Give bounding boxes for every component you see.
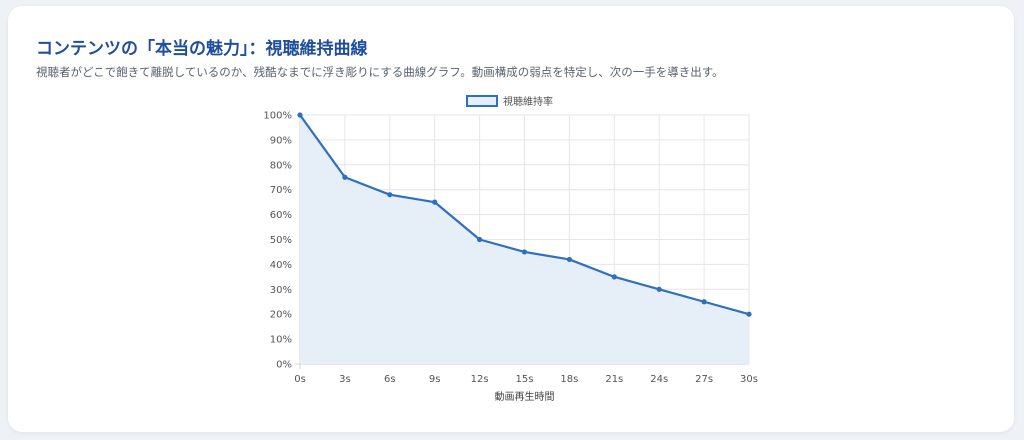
x-tick-label: 6s [384, 374, 396, 385]
chart-area-layer [300, 115, 749, 364]
x-tick-label: 18s [560, 374, 578, 385]
x-tick-label: 24s [650, 374, 668, 385]
x-tick-label: 30s [740, 374, 758, 385]
chart-legend[interactable]: 視聴維持率 [466, 95, 553, 108]
y-tick-label: 10% [270, 335, 292, 346]
data-point [342, 174, 348, 180]
y-tick-label: 20% [270, 310, 292, 321]
data-point [477, 236, 483, 243]
x-tick-label: 21s [605, 374, 623, 385]
y-tick-label: 100% [263, 111, 292, 122]
y-tick-label: 0% [276, 360, 292, 371]
chart-marks [297, 112, 752, 317]
data-point [387, 192, 393, 198]
data-point [746, 311, 752, 317]
y-tick-label: 90% [270, 135, 292, 146]
x-axis-title: 動画再生時間 [495, 390, 555, 403]
y-tick-label: 40% [270, 260, 292, 271]
data-point [611, 274, 617, 280]
x-tick-label: 0s [294, 374, 306, 385]
data-point [521, 249, 528, 255]
data-point [701, 299, 707, 305]
x-tick-label: 9s [429, 374, 441, 385]
chart-ticks: 0% 10% 20% 30% 40% 50% 60% 70% 80% 90% 100% 0s 3s 6s 9… [263, 111, 758, 386]
x-tick-label: 15s [516, 374, 534, 385]
y-tick-label: 60% [270, 210, 292, 221]
x-tick-label: 12s [471, 374, 489, 385]
data-point [566, 256, 573, 263]
page-subtitle: 視聴者がどこで飽きて離脱しているのか、残酷なまでに浮き彫りにする曲線グラフ。動画… [36, 65, 724, 79]
x-tick-label: 3s [339, 374, 351, 385]
x-tick-label: 27s [695, 374, 713, 385]
data-point [656, 286, 662, 292]
page-title: コンテンツの「本当の魅力」：視聴維持曲線 [36, 39, 368, 59]
data-point [432, 199, 438, 205]
data-point [297, 112, 303, 118]
y-tick-label: 30% [270, 285, 292, 296]
legend-swatch[interactable] [466, 95, 498, 107]
legend-label[interactable]: 視聴維持率 [503, 95, 553, 108]
y-tick-label: 50% [270, 235, 292, 246]
y-tick-label: 80% [270, 160, 292, 171]
series-area-fill [300, 115, 749, 364]
y-tick-label: 70% [270, 185, 292, 196]
